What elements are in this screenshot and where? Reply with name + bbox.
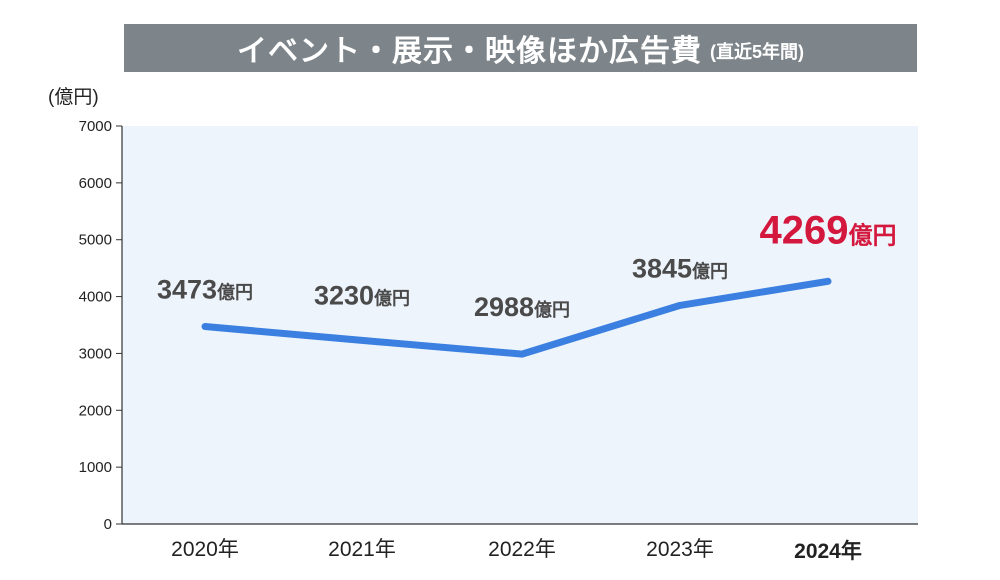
data-label: 3845億円 xyxy=(632,253,728,283)
y-tick-label: 7000 xyxy=(79,118,112,135)
y-tick-label: 0 xyxy=(104,516,112,533)
y-axis-unit-label: (億円) xyxy=(48,86,99,108)
x-category-label: 2023年 xyxy=(646,538,714,561)
series-line xyxy=(201,277,832,358)
x-category-label: 2024年 xyxy=(794,539,862,563)
data-label-unit: 億円 xyxy=(374,287,410,308)
x-category-label: 2022年 xyxy=(488,538,556,561)
data-label-value: 2988 xyxy=(474,292,534,322)
chart-title-banner: イベント・展示・映像ほか広告費 (直近5年間) xyxy=(124,24,917,72)
data-label-value: 4269 xyxy=(760,208,849,252)
chart-title: イベント・展示・映像ほか広告費 xyxy=(237,35,702,68)
data-label: 4269億円 xyxy=(760,208,897,252)
data-label-unit: 億円 xyxy=(848,221,896,249)
data-label-unit: 億円 xyxy=(217,282,253,303)
plot-area xyxy=(122,126,918,524)
data-label-value: 3473 xyxy=(157,275,217,305)
x-category-label: 2021年 xyxy=(328,538,396,561)
y-tick-label: 1000 xyxy=(79,459,112,476)
data-label-unit: 億円 xyxy=(534,299,570,320)
data-label-value: 3230 xyxy=(314,280,374,310)
y-axis-ticks: 0 1000 2000 3000 4000 5000 6000 7000 xyxy=(79,118,122,533)
y-tick-label: 3000 xyxy=(79,345,112,362)
y-tick-label: 5000 xyxy=(79,232,112,249)
y-tick-label: 4000 xyxy=(79,289,112,306)
axes xyxy=(121,126,918,525)
data-label: 3230億円 xyxy=(314,280,410,310)
data-label-value: 3845 xyxy=(632,253,692,283)
x-axis-categories: 2020年 2021年 2022年 2023年 2024年 xyxy=(171,538,862,563)
y-tick-label: 2000 xyxy=(79,402,112,419)
data-label: 3473億円 xyxy=(157,275,253,305)
x-category-label: 2020年 xyxy=(171,538,239,561)
data-label: 2988億円 xyxy=(474,292,570,322)
y-tick-label: 6000 xyxy=(79,175,112,192)
data-label-unit: 億円 xyxy=(692,260,728,281)
chart-subtitle: (直近5年間) xyxy=(710,42,804,62)
